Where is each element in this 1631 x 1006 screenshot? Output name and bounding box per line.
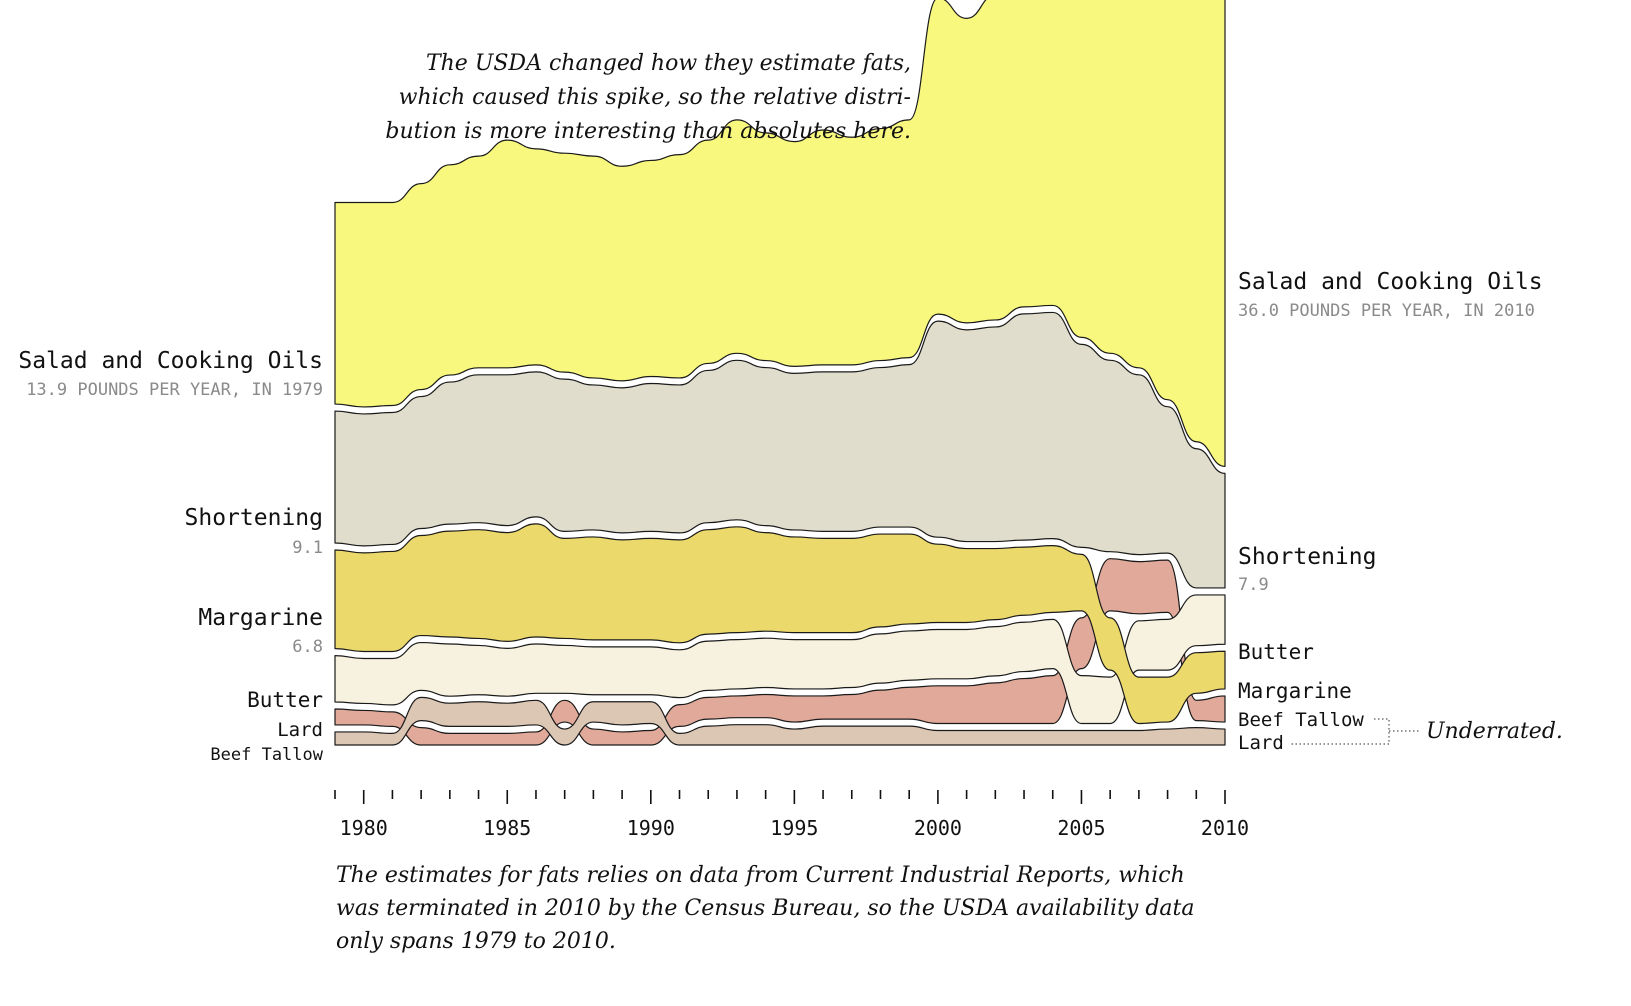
x-tick-label-1990: 1990 bbox=[627, 816, 675, 840]
right-sub-oils: 36.0 POUNDS PER YEAR, IN 2010 bbox=[1238, 301, 1535, 321]
right-label-shortening: Shortening bbox=[1238, 544, 1376, 570]
footnote-line-2: was terminated in 2010 by the Census Bur… bbox=[336, 896, 1194, 921]
footnote: The estimates for fats relies on data fr… bbox=[336, 863, 1194, 954]
left-label-shortening: Shortening bbox=[185, 505, 323, 531]
x-tick-label-2010: 2010 bbox=[1201, 816, 1249, 840]
right-sub-shortening: 7.9 bbox=[1238, 575, 1269, 595]
x-tick-label-1980: 1980 bbox=[340, 816, 388, 840]
left-label-beef-tallow: Beef Tallow bbox=[210, 745, 323, 765]
footnote-line-1: The estimates for fats relies on data fr… bbox=[336, 863, 1185, 888]
stream-shortening bbox=[334, 311, 1226, 589]
right-label-butter: Butter bbox=[1238, 640, 1314, 664]
left-sub-oils: 13.9 POUNDS PER YEAR, IN 1979 bbox=[26, 380, 323, 400]
left-labels: Salad and Cooking Oils 13.9 POUNDS PER Y… bbox=[18, 348, 323, 765]
stream-salad-and-cooking-oils bbox=[334, 0, 1226, 467]
left-sub-margarine: 6.8 bbox=[292, 637, 323, 657]
x-axis: 1980 1985 1990 1995 2000 2005 2010 bbox=[334, 790, 1249, 840]
footnote-line-3: only spans 1979 to 2010. bbox=[336, 929, 616, 954]
stream-butter bbox=[334, 594, 1226, 725]
spike-annotation: The USDA changed how they estimate fats,… bbox=[385, 51, 911, 144]
right-label-lard: Lard bbox=[1238, 732, 1284, 754]
x-tick-label-2000: 2000 bbox=[914, 816, 962, 840]
x-tick-label-1995: 1995 bbox=[770, 816, 818, 840]
left-sub-shortening: 9.1 bbox=[292, 538, 323, 558]
right-label-oils: Salad and Cooking Oils bbox=[1238, 269, 1543, 295]
stream-lard bbox=[334, 696, 1226, 746]
stream-margarine bbox=[334, 523, 1226, 725]
right-label-beef-tallow: Beef Tallow bbox=[1238, 709, 1364, 731]
stream-beef-tallow bbox=[334, 558, 1226, 746]
spike-annotation-line-1: The USDA changed how they estimate fats, bbox=[426, 51, 911, 76]
right-label-margarine: Margarine bbox=[1238, 679, 1352, 703]
x-tick-label-2005: 2005 bbox=[1057, 816, 1105, 840]
left-label-oils: Salad and Cooking Oils bbox=[18, 348, 323, 374]
left-label-butter: Butter bbox=[247, 688, 323, 712]
spike-annotation-line-3: bution is more interesting than absolute… bbox=[385, 119, 911, 144]
right-labels: Salad and Cooking Oils 36.0 POUNDS PER Y… bbox=[1238, 269, 1563, 754]
left-label-lard: Lard bbox=[277, 719, 323, 741]
streams bbox=[334, 0, 1226, 746]
spike-annotation-line-2: which caused this spike, so the relative… bbox=[399, 85, 911, 110]
left-label-margarine: Margarine bbox=[198, 605, 323, 631]
underrated-bracket bbox=[1290, 718, 1420, 745]
underrated-annotation: Underrated. bbox=[1426, 719, 1563, 744]
x-tick-label-1985: 1985 bbox=[483, 816, 531, 840]
